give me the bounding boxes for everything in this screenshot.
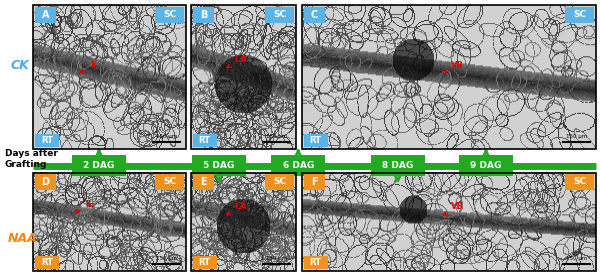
Bar	[302, 5, 596, 149]
Text: CA: CA	[227, 55, 247, 67]
Bar	[35, 174, 56, 190]
Text: IL: IL	[76, 200, 94, 213]
Bar	[155, 7, 184, 23]
Text: 5 DAG: 5 DAG	[203, 161, 235, 170]
Text: 150 μm: 150 μm	[156, 256, 177, 261]
Text: 6 DAG: 6 DAG	[283, 161, 314, 170]
Text: F: F	[311, 177, 318, 187]
Bar	[35, 7, 56, 23]
Bar	[193, 7, 214, 23]
Bar	[371, 155, 425, 176]
Text: IL: IL	[80, 61, 98, 73]
Bar	[193, 256, 217, 269]
Bar	[72, 155, 126, 176]
Bar	[304, 174, 325, 190]
Text: 150 μm: 150 μm	[266, 135, 287, 139]
Text: 150 μm: 150 μm	[566, 256, 587, 261]
Bar	[155, 174, 184, 190]
Text: A: A	[42, 10, 49, 20]
Bar	[191, 5, 296, 149]
Text: SC: SC	[163, 178, 176, 186]
Text: 150 μm: 150 μm	[156, 135, 177, 139]
Bar	[265, 7, 294, 23]
Text: SC: SC	[273, 178, 286, 186]
Text: 150 μm: 150 μm	[266, 256, 287, 261]
Text: B: B	[200, 10, 207, 20]
Text: 9 DAG: 9 DAG	[470, 161, 502, 170]
Bar	[304, 256, 328, 269]
Bar	[304, 134, 328, 147]
Bar	[33, 5, 186, 149]
Text: VB: VB	[443, 202, 464, 215]
Text: SC: SC	[573, 10, 586, 19]
Bar	[459, 155, 513, 176]
Text: C: C	[311, 10, 318, 20]
Bar	[33, 173, 186, 271]
Bar	[265, 174, 294, 190]
Text: VB: VB	[443, 61, 464, 73]
Bar	[191, 173, 296, 271]
Text: RT: RT	[310, 258, 322, 267]
Text: RT: RT	[199, 258, 211, 267]
Text: RT: RT	[199, 136, 211, 145]
Text: CA: CA	[227, 202, 247, 215]
Text: D: D	[41, 177, 50, 187]
Bar	[193, 134, 217, 147]
Text: RT: RT	[310, 136, 322, 145]
Text: 2 DAG: 2 DAG	[83, 161, 115, 170]
Bar	[35, 134, 59, 147]
Text: SC: SC	[273, 10, 286, 19]
Text: 8 DAG: 8 DAG	[382, 161, 413, 170]
Bar	[302, 173, 596, 271]
Text: RT: RT	[41, 258, 53, 267]
Text: Days after
Grafting: Days after Grafting	[5, 149, 58, 169]
Text: 150 μm: 150 μm	[566, 135, 587, 139]
Bar	[193, 174, 214, 190]
Text: E: E	[200, 177, 207, 187]
Text: CK: CK	[11, 59, 29, 72]
Bar	[304, 7, 325, 23]
Text: RT: RT	[41, 136, 53, 145]
Bar	[192, 155, 246, 176]
Text: SC: SC	[163, 10, 176, 19]
Text: SC: SC	[573, 178, 586, 186]
Bar	[35, 256, 59, 269]
Bar	[565, 174, 594, 190]
Text: NAA: NAA	[8, 232, 38, 245]
Bar	[565, 7, 594, 23]
Bar	[271, 155, 325, 176]
